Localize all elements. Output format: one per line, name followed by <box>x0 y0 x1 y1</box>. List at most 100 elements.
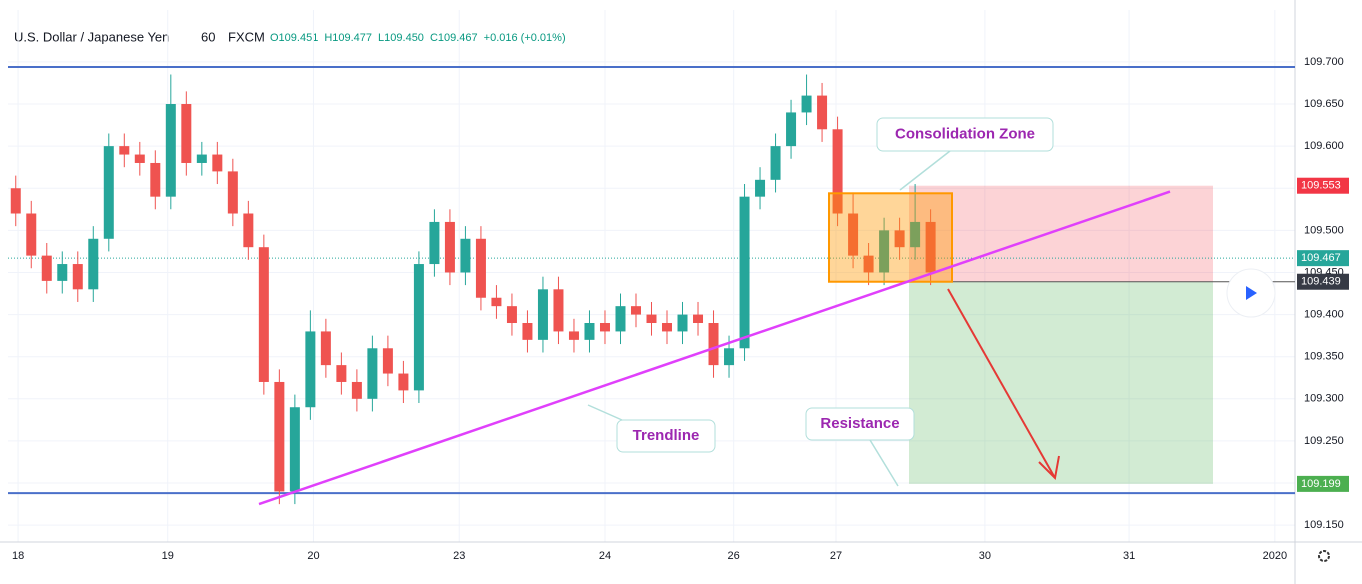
candle-body <box>351 381 362 399</box>
callout-box <box>616 419 716 453</box>
candle-body <box>724 348 735 366</box>
candle-body <box>274 381 285 492</box>
callout-pointer <box>869 439 899 487</box>
candle-body <box>103 146 114 239</box>
y-tick-label: 109.500 <box>1304 224 1344 236</box>
callout-pointer <box>587 404 623 421</box>
candle-body <box>662 323 673 332</box>
callout-text: Resistance <box>820 415 899 432</box>
candle-body <box>630 306 641 315</box>
y-tick-label: 109.650 <box>1304 98 1344 110</box>
y-tick-label: 109.250 <box>1304 435 1344 447</box>
source: FXCM <box>228 29 265 44</box>
price-label: 109.553 <box>1301 180 1341 192</box>
x-tick-label: 27 <box>830 550 842 562</box>
candle-body <box>165 104 176 197</box>
candle-body <box>196 154 207 163</box>
legend-item: +0.016 (+0.01%) <box>484 32 566 44</box>
candle-body <box>925 221 936 273</box>
candle-body <box>708 323 719 366</box>
candle-body <box>755 179 766 197</box>
candle-body <box>475 238 486 298</box>
price-label-bg <box>1297 273 1349 290</box>
candle-body <box>646 314 657 324</box>
callout-box <box>876 117 1054 152</box>
candle-body <box>305 331 316 408</box>
candle-body <box>10 188 21 214</box>
x-tick-label: 24 <box>599 550 611 562</box>
price-label: 109.199 <box>1301 478 1341 490</box>
price-label-bg <box>1297 475 1349 492</box>
candle-body <box>181 104 192 163</box>
candle-body <box>41 255 52 281</box>
candle-body <box>320 331 331 366</box>
candle-body <box>258 247 269 382</box>
x-tick-label: 2020 <box>1263 550 1287 562</box>
candle-body <box>336 365 347 382</box>
y-tick-label: 109.400 <box>1304 308 1344 320</box>
x-tick-label: 30 <box>979 550 991 562</box>
price-label-bg <box>1297 177 1349 194</box>
price-label-bg <box>1297 250 1349 267</box>
arrow <box>947 288 1056 479</box>
candle-body <box>770 146 781 180</box>
candle-body <box>894 230 905 248</box>
callout-text: Trendline <box>633 427 700 444</box>
candle-body <box>367 348 378 399</box>
candle-body <box>444 221 455 273</box>
x-tick-label: 23 <box>453 550 465 562</box>
candle-body <box>26 213 37 256</box>
candle-body <box>863 255 874 273</box>
candle-body <box>134 154 145 163</box>
interval: 60 <box>201 29 215 44</box>
candle-body <box>568 331 579 340</box>
candle-body <box>832 129 843 214</box>
price-label: 109.439 <box>1301 276 1341 288</box>
target-zone <box>909 281 1213 484</box>
candle-body <box>429 221 440 265</box>
y-tick-label: 109.150 <box>1304 519 1344 531</box>
arrow-head <box>1038 455 1060 481</box>
trendline <box>258 190 1171 506</box>
candle-body <box>88 238 99 290</box>
y-tick-label: 109.350 <box>1304 351 1344 363</box>
y-tick-label: 109.600 <box>1304 140 1344 152</box>
candle-body <box>289 407 300 492</box>
legend-item: C109.467 <box>430 32 478 44</box>
candle-body <box>801 95 812 113</box>
x-tick-label: 20 <box>307 550 319 562</box>
x-tick-label: 31 <box>1123 550 1135 562</box>
candle-body <box>398 373 409 391</box>
candle-body <box>506 306 517 324</box>
candle-body <box>491 297 502 307</box>
candle-body <box>739 196 750 349</box>
candle-body <box>553 289 564 332</box>
candle-body <box>119 146 130 155</box>
candle-body <box>413 264 424 391</box>
candle-body <box>910 221 921 248</box>
candle-body <box>848 213 859 256</box>
candle-body <box>243 213 254 248</box>
legend-item: H109.477 <box>324 32 372 44</box>
candle-body <box>786 112 797 147</box>
candle-body <box>677 314 688 332</box>
candle-body <box>537 289 548 340</box>
callout-pointer <box>899 150 951 191</box>
x-tick-label: 26 <box>728 550 740 562</box>
candle-body <box>212 154 223 172</box>
candle-body <box>72 264 83 290</box>
candle-body <box>382 348 393 374</box>
candle-body <box>693 314 704 324</box>
play-icon <box>1246 286 1257 300</box>
candle-body <box>460 238 471 273</box>
legend-item: O109.451 <box>270 32 318 44</box>
settings-icon <box>1318 550 1330 562</box>
candle-body <box>150 162 161 197</box>
stop-zone <box>909 185 1213 282</box>
y-tick-label: 109.300 <box>1304 393 1344 405</box>
price-label: 109.467 <box>1301 252 1341 264</box>
legend-item: L109.450 <box>378 32 424 44</box>
callout-text: Consolidation Zone <box>895 125 1035 142</box>
